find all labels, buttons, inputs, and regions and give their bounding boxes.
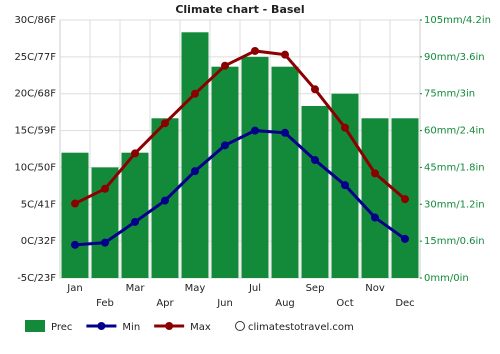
x-tick-label: Jul xyxy=(248,283,261,294)
legend-label: Min xyxy=(122,322,140,333)
point xyxy=(101,184,109,193)
x-tick-label: Nov xyxy=(365,283,385,294)
bar xyxy=(211,66,239,278)
legend-point xyxy=(165,322,174,330)
legend-label: Max xyxy=(190,322,211,333)
y2-tick-label: 75mm/3in xyxy=(424,89,475,100)
watermark: climatestotravel.com xyxy=(248,322,354,333)
point xyxy=(401,234,409,243)
watermark-icon xyxy=(235,321,245,331)
x-tick-label: Aug xyxy=(275,298,295,309)
point xyxy=(251,126,259,135)
point xyxy=(311,156,319,165)
point xyxy=(191,167,199,176)
point xyxy=(131,217,139,226)
point xyxy=(341,181,349,190)
bar xyxy=(91,167,119,278)
line xyxy=(74,129,406,247)
x-tick-label: Dec xyxy=(395,298,414,309)
y-tick-label: 30C/86F xyxy=(14,15,56,26)
y2-tick-label: 105mm/4.2in xyxy=(424,15,491,26)
bar xyxy=(241,56,269,278)
bar xyxy=(361,118,389,279)
y2-tick-label: 30mm/1.2in xyxy=(424,199,485,210)
y-tick-label: 0C/32F xyxy=(21,236,56,247)
legend-label: Prec xyxy=(51,322,72,333)
point xyxy=(371,213,379,222)
y-tick-label: 20C/68F xyxy=(14,89,56,100)
y-tick-label: -5C/23F xyxy=(17,273,56,284)
y-tick-label: 10C/50F xyxy=(14,162,56,173)
point xyxy=(161,119,169,128)
point xyxy=(221,141,229,150)
y-tick-label: 5C/41F xyxy=(21,199,56,210)
point xyxy=(131,149,139,158)
y-tick-label: 25C/77F xyxy=(14,52,56,63)
point xyxy=(341,123,349,132)
x-tick-label: Jun xyxy=(216,298,233,309)
bar xyxy=(181,32,209,279)
point xyxy=(71,240,79,249)
point xyxy=(161,196,169,205)
point xyxy=(101,238,109,247)
legend-swatch xyxy=(25,320,45,332)
y-tick-label: 15C/59F xyxy=(14,126,56,137)
bar xyxy=(271,66,299,278)
line xyxy=(74,49,406,205)
y2-tick-label: 60mm/2.4in xyxy=(424,126,485,137)
point xyxy=(371,169,379,178)
x-tick-label: Feb xyxy=(96,298,114,309)
x-tick-label: Apr xyxy=(156,298,174,309)
x-tick-label: May xyxy=(185,283,206,294)
point xyxy=(401,195,409,204)
chart-title: Climate chart - Basel xyxy=(175,3,304,16)
point xyxy=(281,50,289,59)
point xyxy=(71,199,79,208)
point xyxy=(221,61,229,70)
y2-tick-label: 0mm/0in xyxy=(424,273,469,284)
y2-tick-label: 45mm/1.8in xyxy=(424,162,485,173)
y2-tick-label: 90mm/3.6in xyxy=(424,52,485,63)
x-tick-label: Sep xyxy=(306,283,325,294)
bar xyxy=(61,152,89,278)
legend-point xyxy=(97,322,106,330)
x-tick-label: Mar xyxy=(126,283,146,294)
y2-tick-label: 15mm/0.6in xyxy=(424,236,485,247)
x-tick-label: Oct xyxy=(336,298,353,309)
bar xyxy=(301,106,329,278)
point xyxy=(251,46,259,55)
point xyxy=(191,89,199,98)
x-tick-label: Jan xyxy=(66,283,82,294)
point xyxy=(281,128,289,137)
point xyxy=(311,85,319,94)
